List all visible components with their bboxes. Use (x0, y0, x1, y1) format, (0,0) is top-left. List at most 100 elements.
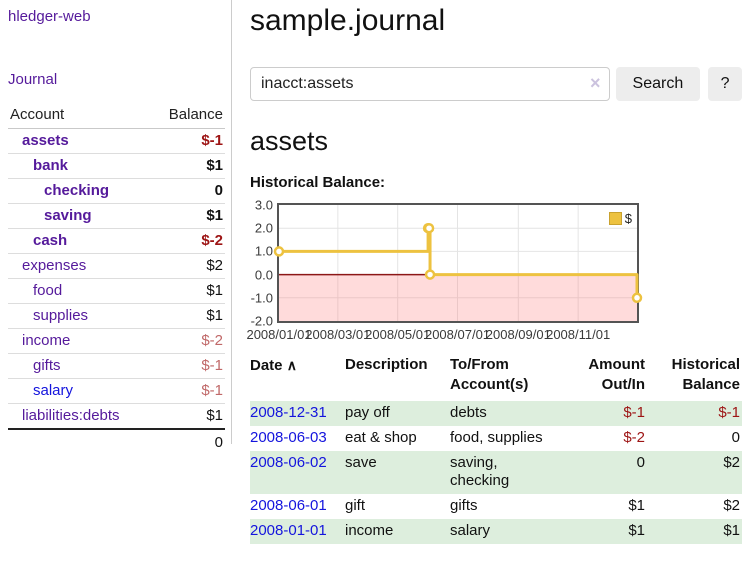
account-balance: $-1 (201, 132, 223, 149)
y-axis-tick-label: -1.0 (250, 290, 273, 306)
accounts-total-row: 0 (8, 428, 225, 455)
register-header-description: Description (345, 356, 428, 373)
search-box: × (250, 67, 610, 101)
chart-legend: $ (608, 211, 632, 226)
transaction-balance: $2 (723, 497, 740, 514)
account-balance: $1 (151, 153, 225, 179)
account-row-salary: salary $-1 (8, 378, 225, 404)
help-button[interactable]: ? (708, 67, 742, 101)
y-axis-tick-label: -2.0 (250, 313, 273, 329)
account-balance: $2 (151, 253, 225, 279)
x-axis-tick-label: 2008/11/01 (546, 327, 611, 342)
register-row: 2008-06-01 gift gifts $1 $2 (250, 494, 742, 519)
chart-canvas (273, 205, 643, 321)
account-row-cash: cash $-2 (8, 228, 225, 254)
y-axis-tick-label: 2.0 (254, 220, 273, 236)
accounts-header-account: Account (8, 104, 152, 129)
register-header-row: Date ∧ Description To/From Account(s) Am… (250, 353, 742, 401)
transaction-amount: 0 (636, 454, 645, 471)
register-row: 2008-06-02 save saving, checking 0 $2 (250, 451, 742, 494)
transaction-amount: $-2 (623, 429, 645, 446)
account-row-liabilities-debts: liabilities:debts $1 (8, 403, 225, 429)
transaction-accounts: gifts (450, 497, 478, 514)
app-brand-link[interactable]: hledger-web (8, 8, 91, 25)
account-row-income: income $-2 (8, 328, 225, 354)
chart-title: Historical Balance: (250, 174, 386, 191)
account-balance: $-1 (151, 353, 225, 379)
account-link-income[interactable]: income (22, 332, 71, 349)
x-axis-tick-label: 2008/07/01 (424, 327, 491, 342)
chart-plot-area: $ (273, 203, 643, 323)
search-input[interactable] (250, 67, 610, 101)
register-header-date[interactable]: Date ∧ (250, 357, 297, 374)
transaction-date-link[interactable]: 2008-06-02 (250, 454, 327, 471)
account-link-liabilities-debts[interactable]: liabilities:debts (22, 407, 120, 424)
sidebar: hledger-web Journal Account Balance asse… (0, 0, 232, 455)
transaction-balance: $2 (723, 454, 740, 471)
transaction-accounts: salary (450, 522, 491, 539)
accounts-total-balance: 0 (151, 428, 225, 455)
x-axis-tick-label: 2008/09/01 (485, 327, 551, 342)
account-balance: $1 (151, 278, 225, 304)
account-row-expenses: expenses $2 (8, 253, 225, 279)
y-axis-tick-label: 1.0 (254, 243, 273, 259)
sidebar-item-journal[interactable]: Journal (8, 71, 58, 88)
transaction-description: income (345, 522, 394, 539)
transaction-amount: $1 (628, 497, 645, 514)
account-balance: $1 (151, 303, 225, 329)
account-balance: $-2 (151, 328, 225, 354)
account-link-bank[interactable]: bank (33, 157, 69, 174)
account-link-gifts[interactable]: gifts (33, 357, 61, 374)
account-link-supplies[interactable]: supplies (33, 307, 89, 324)
account-balance: $-2 (151, 228, 225, 254)
account-link-assets[interactable]: assets (22, 132, 69, 149)
transaction-date-link[interactable]: 2008-06-03 (250, 429, 327, 446)
register-header-balance: Historical Balance (671, 356, 740, 393)
transaction-balance: $-1 (718, 404, 740, 421)
register-row: 2008-01-01 income salary $1 $1 (250, 519, 742, 544)
page-title: sample.journal (250, 4, 446, 37)
account-balance: $-1 (151, 378, 225, 404)
sort-ascending-icon: ∧ (286, 357, 297, 373)
transaction-description: pay off (345, 404, 390, 421)
account-balance: $1 (151, 403, 225, 429)
historical-balance-chart: 3.0 2.0 1.0 0.0 -1.0 -2.0 $ 2008/01/01 2008/03… (246, 199, 742, 343)
account-row-assets: assets $-1 (8, 129, 225, 154)
account-link-salary[interactable]: salary (33, 382, 74, 399)
transaction-description: gift (345, 497, 366, 514)
y-axis-tick-label: 0.0 (254, 267, 273, 283)
x-axis-tick-label: 2008/05/01 (365, 327, 431, 342)
account-row-checking: checking 0 (8, 178, 225, 204)
main-content: sample.journal × Search ? assets Histori… (246, 0, 742, 544)
account-heading: assets (250, 126, 329, 156)
account-link-checking[interactable]: checking (44, 182, 110, 199)
register-header-amount: Amount Out/In (588, 356, 645, 393)
account-link-food[interactable]: food (33, 282, 63, 299)
legend-swatch-icon (608, 212, 622, 225)
clear-search-icon[interactable]: × (590, 73, 601, 93)
transaction-description: eat & shop (345, 429, 417, 446)
transaction-accounts: food, supplies (450, 429, 543, 446)
register-row: 2008-12-31 pay off debts $-1 $-1 (250, 401, 742, 426)
transaction-amount: $-1 (623, 404, 645, 421)
accounts-header-balance: Balance (151, 104, 225, 129)
account-row-supplies: supplies $1 (8, 303, 225, 329)
x-axis-tick-label: 2008/01/01 (246, 327, 312, 342)
transaction-date-link[interactable]: 2008-06-01 (250, 497, 327, 514)
legend-label: $ (624, 211, 632, 226)
y-axis-tick-label: 3.0 (254, 197, 273, 213)
account-link-cash[interactable]: cash (33, 232, 68, 249)
transaction-balance: 0 (731, 429, 740, 446)
account-balance: 0 (151, 178, 225, 204)
transaction-accounts: debts (450, 404, 487, 421)
search-button[interactable]: Search (615, 67, 701, 101)
accounts-table: Account Balance assets $-1 bank $1 check… (8, 104, 225, 455)
transaction-accounts: saving, checking (450, 454, 510, 489)
account-link-expenses[interactable]: expenses (22, 257, 87, 274)
register-row: 2008-06-03 eat & shop food, supplies $-2… (250, 426, 742, 451)
x-axis-tick-label: 2008/03/01 (305, 327, 371, 342)
transaction-date-link[interactable]: 2008-01-01 (250, 522, 327, 539)
account-link-saving[interactable]: saving (44, 207, 92, 224)
transaction-date-link[interactable]: 2008-12-31 (250, 404, 327, 421)
